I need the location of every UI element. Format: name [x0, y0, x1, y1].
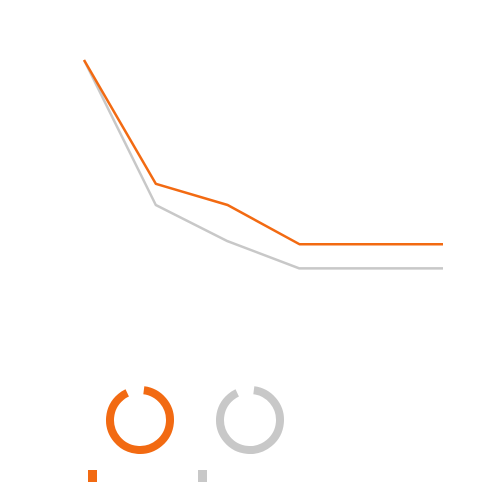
series-line-2	[82, 59, 443, 270]
legend-tick-1	[88, 470, 97, 482]
legend-ring-icon-2	[216, 386, 284, 454]
legend-ring-icon-1	[106, 386, 174, 454]
legend-tick-2	[198, 470, 207, 482]
series-line-1	[82, 59, 443, 246]
